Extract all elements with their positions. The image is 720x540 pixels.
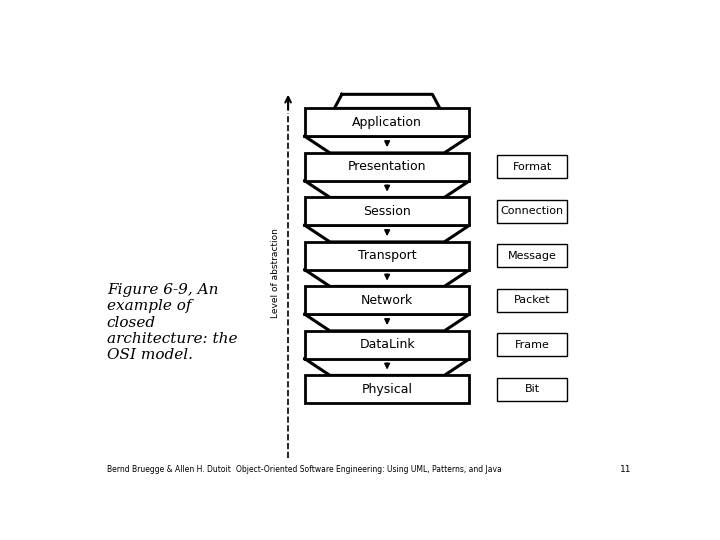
Polygon shape — [305, 314, 469, 331]
Text: Application: Application — [352, 116, 422, 129]
Bar — [305, 153, 469, 181]
Bar — [498, 378, 567, 401]
Text: Transport: Transport — [358, 249, 416, 262]
Polygon shape — [305, 225, 469, 242]
Text: Network: Network — [361, 294, 413, 307]
Text: Connection: Connection — [500, 206, 564, 217]
Polygon shape — [305, 359, 469, 375]
Bar — [305, 375, 469, 403]
Polygon shape — [305, 181, 469, 198]
Polygon shape — [305, 136, 469, 153]
Text: Session: Session — [364, 205, 411, 218]
Text: Packet: Packet — [514, 295, 551, 305]
Text: Frame: Frame — [515, 340, 549, 350]
Text: Bit: Bit — [525, 384, 540, 394]
Bar — [498, 200, 567, 223]
Bar — [498, 289, 567, 312]
Text: Level of abstraction: Level of abstraction — [271, 228, 280, 318]
Bar — [305, 286, 469, 314]
Polygon shape — [305, 270, 469, 286]
Bar — [305, 331, 469, 359]
Text: Bernd Bruegge & Allen H. Dutoit: Bernd Bruegge & Allen H. Dutoit — [107, 465, 230, 474]
Bar — [305, 198, 469, 225]
Bar — [305, 109, 469, 136]
Polygon shape — [334, 94, 440, 109]
Text: Format: Format — [513, 162, 552, 172]
Text: Message: Message — [508, 251, 557, 261]
Bar — [305, 242, 469, 270]
Text: 11: 11 — [620, 465, 631, 474]
Text: Object-Oriented Software Engineering: Using UML, Patterns, and Java: Object-Oriented Software Engineering: Us… — [236, 465, 502, 474]
Bar — [498, 333, 567, 356]
Text: DataLink: DataLink — [359, 339, 415, 352]
Text: Figure 6-9, An
example of
closed
architecture: the
OSI model.: Figure 6-9, An example of closed archite… — [107, 283, 238, 362]
Bar — [498, 245, 567, 267]
Text: Physical: Physical — [361, 383, 413, 396]
Text: Presentation: Presentation — [348, 160, 426, 173]
Bar — [498, 156, 567, 178]
